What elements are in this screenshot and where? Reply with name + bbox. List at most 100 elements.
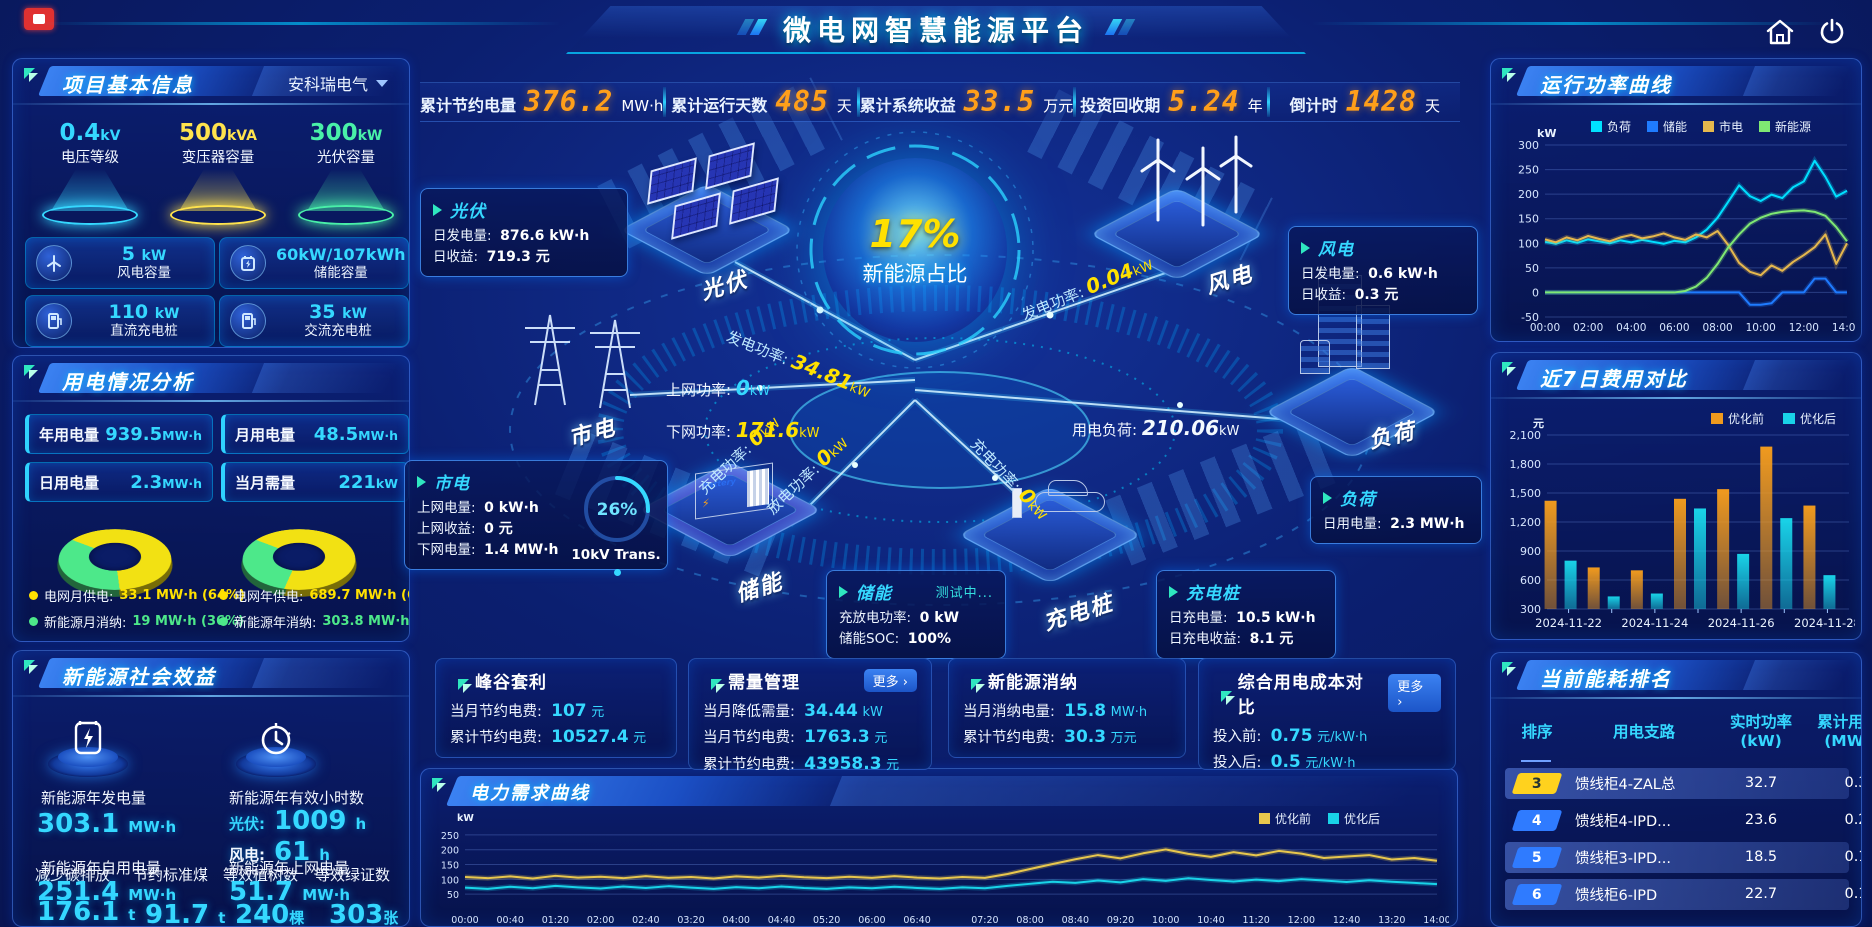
svg-text:市电: 市电 — [1719, 119, 1743, 134]
table-header: 排序 用电支路 实时功率 (kW) 累计用电量 (MW·h) — [1505, 713, 1861, 752]
card-row: 累计节约电费: 30.3 万元 — [963, 727, 1137, 748]
benefit-value: 251.4 MW·h — [37, 877, 177, 907]
benefit-label: 节约标准煤 — [133, 866, 209, 884]
title-slashes-right — [1104, 19, 1136, 39]
panel-cost-compare: 近7日费用对比 300 600 900 1,200 1,500 1,800 2,100 元 20… — [1490, 352, 1862, 640]
legend-item: 新能源年消纳: 303.8 MW·h (31%) — [219, 612, 409, 631]
arrow-icon — [433, 203, 442, 216]
podium-value: 0.4kV — [59, 120, 121, 146]
card-row: 当月节约电费: 107 元 — [450, 701, 605, 721]
stats-separator — [856, 87, 860, 117]
card-row: 上网电量: 0 kW·h — [417, 500, 539, 516]
legend-dot-icon — [29, 591, 38, 600]
svg-text:09:20: 09:20 — [1107, 915, 1134, 925]
table-row[interactable]: 5 馈线柜3-IPD... 18.5 0.1 — [1505, 841, 1861, 873]
transformer-load-ring: 26% — [584, 476, 650, 542]
testing-badge: 测试中... — [935, 586, 993, 601]
benefit-value: 176.1 t — [37, 897, 136, 927]
table-row[interactable]: 6 馈线柜6-IPD 22.7 0.1 — [1505, 878, 1861, 910]
kpi-value: 33.5 — [963, 85, 1036, 118]
svg-text:14:00: 14:00 — [1423, 915, 1449, 925]
benefit-value: 风电: 61 h — [229, 837, 330, 867]
legend-dot-icon — [29, 617, 38, 626]
svg-text:900: 900 — [1520, 545, 1541, 558]
svg-text:新能源: 新能源 — [1775, 119, 1811, 134]
panel-corner-icon — [1502, 662, 1520, 680]
panel-title: 用电情况分析 — [62, 370, 194, 394]
panel-corner-icon — [971, 678, 987, 695]
usage-value: 48.5MW·h — [313, 423, 398, 445]
column-header: 累计用电量 (MW·h) — [1817, 713, 1862, 751]
panel-benefit-header: 新能源社会效益 — [16, 654, 406, 692]
legend-label: 新能源月消纳: — [44, 616, 127, 631]
table-row[interactable]: 3 馈线柜4-ZAL总 32.7 0.3 — [1505, 767, 1861, 799]
legend-item: 电网月供电: 33.1 MW·h (64%) — [29, 586, 245, 605]
usage-label: 当月需量 — [235, 473, 296, 492]
usage-label: 月用电量 — [235, 425, 296, 444]
table-row[interactable]: 4 馈线柜4-IPD... 23.6 0.2 — [1505, 805, 1861, 836]
panel-cost-header: 近7日费用对比 — [1494, 356, 1858, 394]
usage-value: 221kW — [338, 471, 398, 493]
legend-dot-icon — [219, 617, 228, 626]
company-select[interactable]: 安科瑞电气 — [288, 71, 388, 95]
carousel-dot[interactable] — [614, 569, 621, 576]
svg-text:300: 300 — [1520, 603, 1541, 616]
wind-turbines-icon — [1140, 135, 1253, 227]
panel-demand-header: 电力需求曲线 — [424, 772, 1454, 810]
cumulative-energy: 0.1 — [1844, 886, 1861, 903]
capacity-value: 5 kW — [121, 243, 167, 266]
dc-charger-icon — [36, 303, 72, 339]
kpi-label: 累计运行天数 — [671, 96, 768, 115]
capacity-value: 35 kW — [309, 301, 367, 324]
card-row: 累计节约电费: 43958.3 元 — [703, 753, 900, 774]
svg-text:02:00: 02:00 — [587, 915, 614, 925]
svg-text:1,500: 1,500 — [1510, 487, 1542, 500]
more-button[interactable]: 更多 › — [863, 669, 917, 692]
rank-badge: 4 — [1511, 809, 1563, 831]
svg-text:kW: kW — [1537, 127, 1556, 140]
card-title: 负荷 — [1323, 485, 1469, 510]
kpi-label: 倒计时 — [1289, 96, 1338, 115]
donut-year-legend: 电网年供电: 689.7 MW·h (69%) 新能源年消纳: 303.8 MW… — [219, 586, 409, 638]
svg-text:储能: 储能 — [1663, 119, 1687, 134]
more-button[interactable]: 更多 › — [1388, 674, 1441, 712]
card-row: 日发电量: 0.6 kW·h — [1301, 266, 1438, 282]
panel-title: 近7日费用对比 — [1540, 367, 1688, 391]
card-row: 当月节约电费: 1763.3 元 — [703, 727, 888, 748]
capacity-value: 110 kW — [108, 301, 180, 324]
benefit-value: 91.7 t — [145, 900, 226, 927]
arrow-icon — [1323, 491, 1332, 504]
legend-label: 电网月供电: — [44, 590, 114, 605]
card-row: 下网电量: 1.4 MW·h — [417, 542, 559, 558]
card-title: 储能 测试中... — [839, 579, 993, 604]
svg-text:优化前: 优化前 — [1728, 411, 1764, 426]
donut-month-chart — [49, 496, 183, 597]
stats-separator — [1266, 87, 1270, 117]
panel-run-power: 运行功率曲线 -50 0 50 100 150 200 250 300 00:00 02:00 04… — [1490, 58, 1862, 342]
energy-ranking-table: 排序 用电支路 实时功率 (kW) 累计用电量 (MW·h) 3 馈线柜4-ZAL总 … — [1505, 713, 1861, 910]
benefit-label: 等效植树数 — [223, 866, 299, 884]
capacity-label: 储能容量 — [313, 265, 368, 282]
panel-corner-icon — [1221, 691, 1237, 707]
power-icon[interactable] — [1814, 14, 1850, 50]
demand-curve-chart: 50 100 150 200 250 00:00 00:40 01:20 02:00 02:40 0… — [441, 813, 1449, 925]
column-header: 排序 — [1521, 722, 1553, 741]
usage-value: 939.5MW·h — [105, 423, 202, 445]
arrow-icon — [1301, 241, 1310, 254]
kpi-unit: 年 — [1247, 97, 1263, 115]
app-title-bar: 微电网智慧能源平台 — [566, 6, 1306, 54]
capacity-podium: 0.4kV 电压等级 — [27, 120, 153, 226]
light-beam-decor — [179, 169, 257, 212]
svg-text:2024-11-28: 2024-11-28 — [1794, 616, 1855, 630]
benefit-value: 光伏: 1009 h — [229, 806, 367, 836]
svg-text:01:20: 01:20 — [542, 915, 569, 925]
chevron-down-icon — [376, 79, 388, 87]
home-icon[interactable] — [1762, 14, 1798, 50]
svg-text:300: 300 — [1518, 139, 1539, 152]
benefit-card: 新能源消纳 当月消纳电量: 15.8 MW·h 累计节约电费: 30.3 万元 — [948, 658, 1186, 758]
usage-value: 2.3MW·h — [130, 471, 202, 493]
capacity-label: 风电容量 — [117, 265, 171, 282]
node-card-storage: 储能 测试中... 充放电功率: 0 kW 储能SOC: 100% — [826, 570, 1006, 659]
